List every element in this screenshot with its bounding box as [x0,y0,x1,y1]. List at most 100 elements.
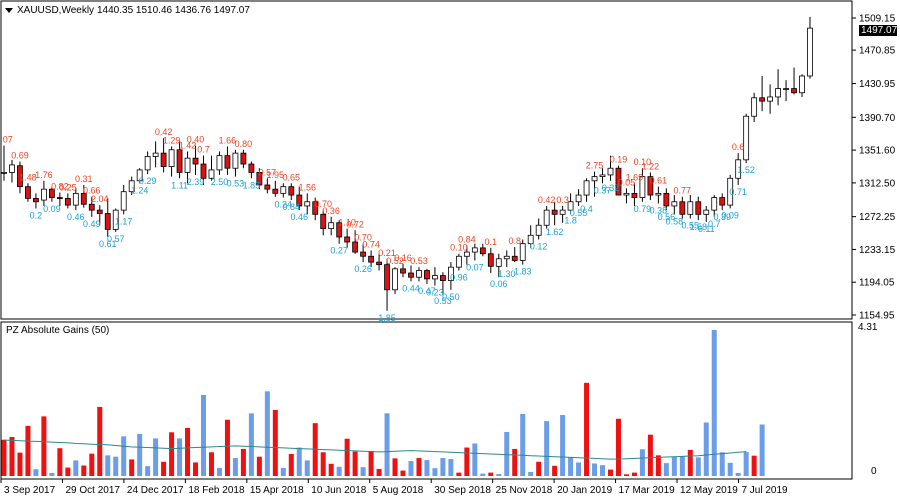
candle-down[interactable] [104,213,111,230]
candle-down[interactable] [48,188,55,198]
candle-up[interactable] [144,156,151,171]
candle-up[interactable] [711,197,718,211]
candle-down[interactable] [288,186,295,196]
candle-up[interactable] [567,201,574,211]
candle-up[interactable] [463,251,470,257]
candle-down[interactable] [56,197,63,199]
candle-down[interactable] [511,255,518,261]
candle-up[interactable] [41,188,47,201]
candle-up[interactable] [767,96,773,102]
candle-up[interactable] [447,266,454,281]
candle-down[interactable] [80,192,87,205]
candle-up[interactable] [543,209,550,226]
candle-up[interactable] [120,191,127,211]
candle-up[interactable] [783,88,789,90]
candle-down[interactable] [695,201,702,215]
candle-down[interactable] [176,149,183,173]
candle-up[interactable] [168,149,175,167]
candle-down[interactable] [440,275,446,281]
candle-up[interactable] [775,88,781,98]
candle-up[interactable] [639,176,646,198]
candle-down[interactable] [64,198,71,206]
candle-down[interactable] [551,209,558,215]
candle-down[interactable] [320,213,327,229]
candle-down[interactable] [615,167,622,196]
candle-down[interactable] [336,222,343,238]
candle-up[interactable] [743,115,750,161]
candle-up[interactable] [671,201,678,207]
candle-up[interactable] [655,192,662,196]
candle-up[interactable] [152,152,159,157]
candle-up[interactable] [751,97,758,117]
candle-up[interactable] [392,268,398,291]
candle-up[interactable] [455,255,462,268]
candle-up[interactable] [623,192,630,196]
candle-down[interactable] [647,176,654,196]
candle-down[interactable] [200,163,207,179]
candle-up[interactable] [112,209,119,230]
candle-up[interactable] [416,270,422,278]
candle-down[interactable] [352,241,359,253]
candle-down[interactable] [479,247,486,255]
candle-down[interactable] [264,184,271,190]
candle-down[interactable] [376,261,382,266]
candle-down[interactable] [96,209,103,214]
candle-up[interactable] [583,180,590,196]
candlestick-series[interactable] [1,16,813,311]
candle-down[interactable] [487,253,494,267]
candle-up[interactable] [559,209,566,215]
candle-up[interactable] [727,177,734,206]
candle-up[interactable] [495,258,502,267]
candle-up[interactable] [799,75,805,94]
candle-up[interactable] [304,201,311,207]
candle-up[interactable] [503,255,510,260]
candle-up[interactable] [607,167,614,176]
candle-up[interactable] [184,157,191,173]
candle-up[interactable] [599,174,606,178]
candle-up[interactable] [591,176,598,182]
candle-down[interactable] [663,192,670,207]
candle-up[interactable] [128,180,135,193]
candle-up[interactable] [535,224,542,236]
candle-up[interactable] [328,222,335,229]
candle-down[interactable] [344,236,351,243]
candle-up[interactable] [432,275,438,280]
candle-up[interactable] [9,164,15,173]
candle-up[interactable] [527,234,534,245]
candle-down[interactable] [33,198,39,203]
candle-up[interactable] [575,194,582,203]
candle-up[interactable] [687,201,694,215]
candle-down[interactable] [25,186,31,199]
candle-down[interactable] [424,270,430,280]
candle-up[interactable] [208,169,215,179]
candle-down[interactable] [360,251,367,257]
candle-up[interactable] [72,192,79,206]
candle-down[interactable] [17,165,23,188]
candle-down[interactable] [224,155,231,169]
candle-down[interactable] [272,188,279,194]
candle-up[interactable] [232,152,239,169]
candle-up[interactable] [471,247,478,253]
candle-up[interactable] [519,243,526,261]
candle-up[interactable] [703,209,710,215]
candle-up[interactable] [136,169,143,182]
candle-down[interactable] [248,163,255,173]
candle-down[interactable] [631,192,638,198]
candle-down[interactable] [160,152,167,167]
candle-up[interactable] [735,159,742,179]
candle-down[interactable] [240,152,247,165]
candle-down[interactable] [408,272,414,278]
candle-down[interactable] [88,203,95,211]
candle-down[interactable] [791,88,797,94]
chart-menu-triangle-icon[interactable] [5,8,13,13]
candle-up[interactable] [1,172,7,174]
candle-down[interactable] [312,201,319,215]
candle-up[interactable] [807,27,813,77]
candle-up[interactable] [280,186,287,194]
candle-down[interactable] [384,264,390,291]
candle-down[interactable] [368,255,374,263]
candle-down[interactable] [719,197,726,206]
candle-down[interactable] [759,97,766,102]
candle-down[interactable] [400,268,406,274]
